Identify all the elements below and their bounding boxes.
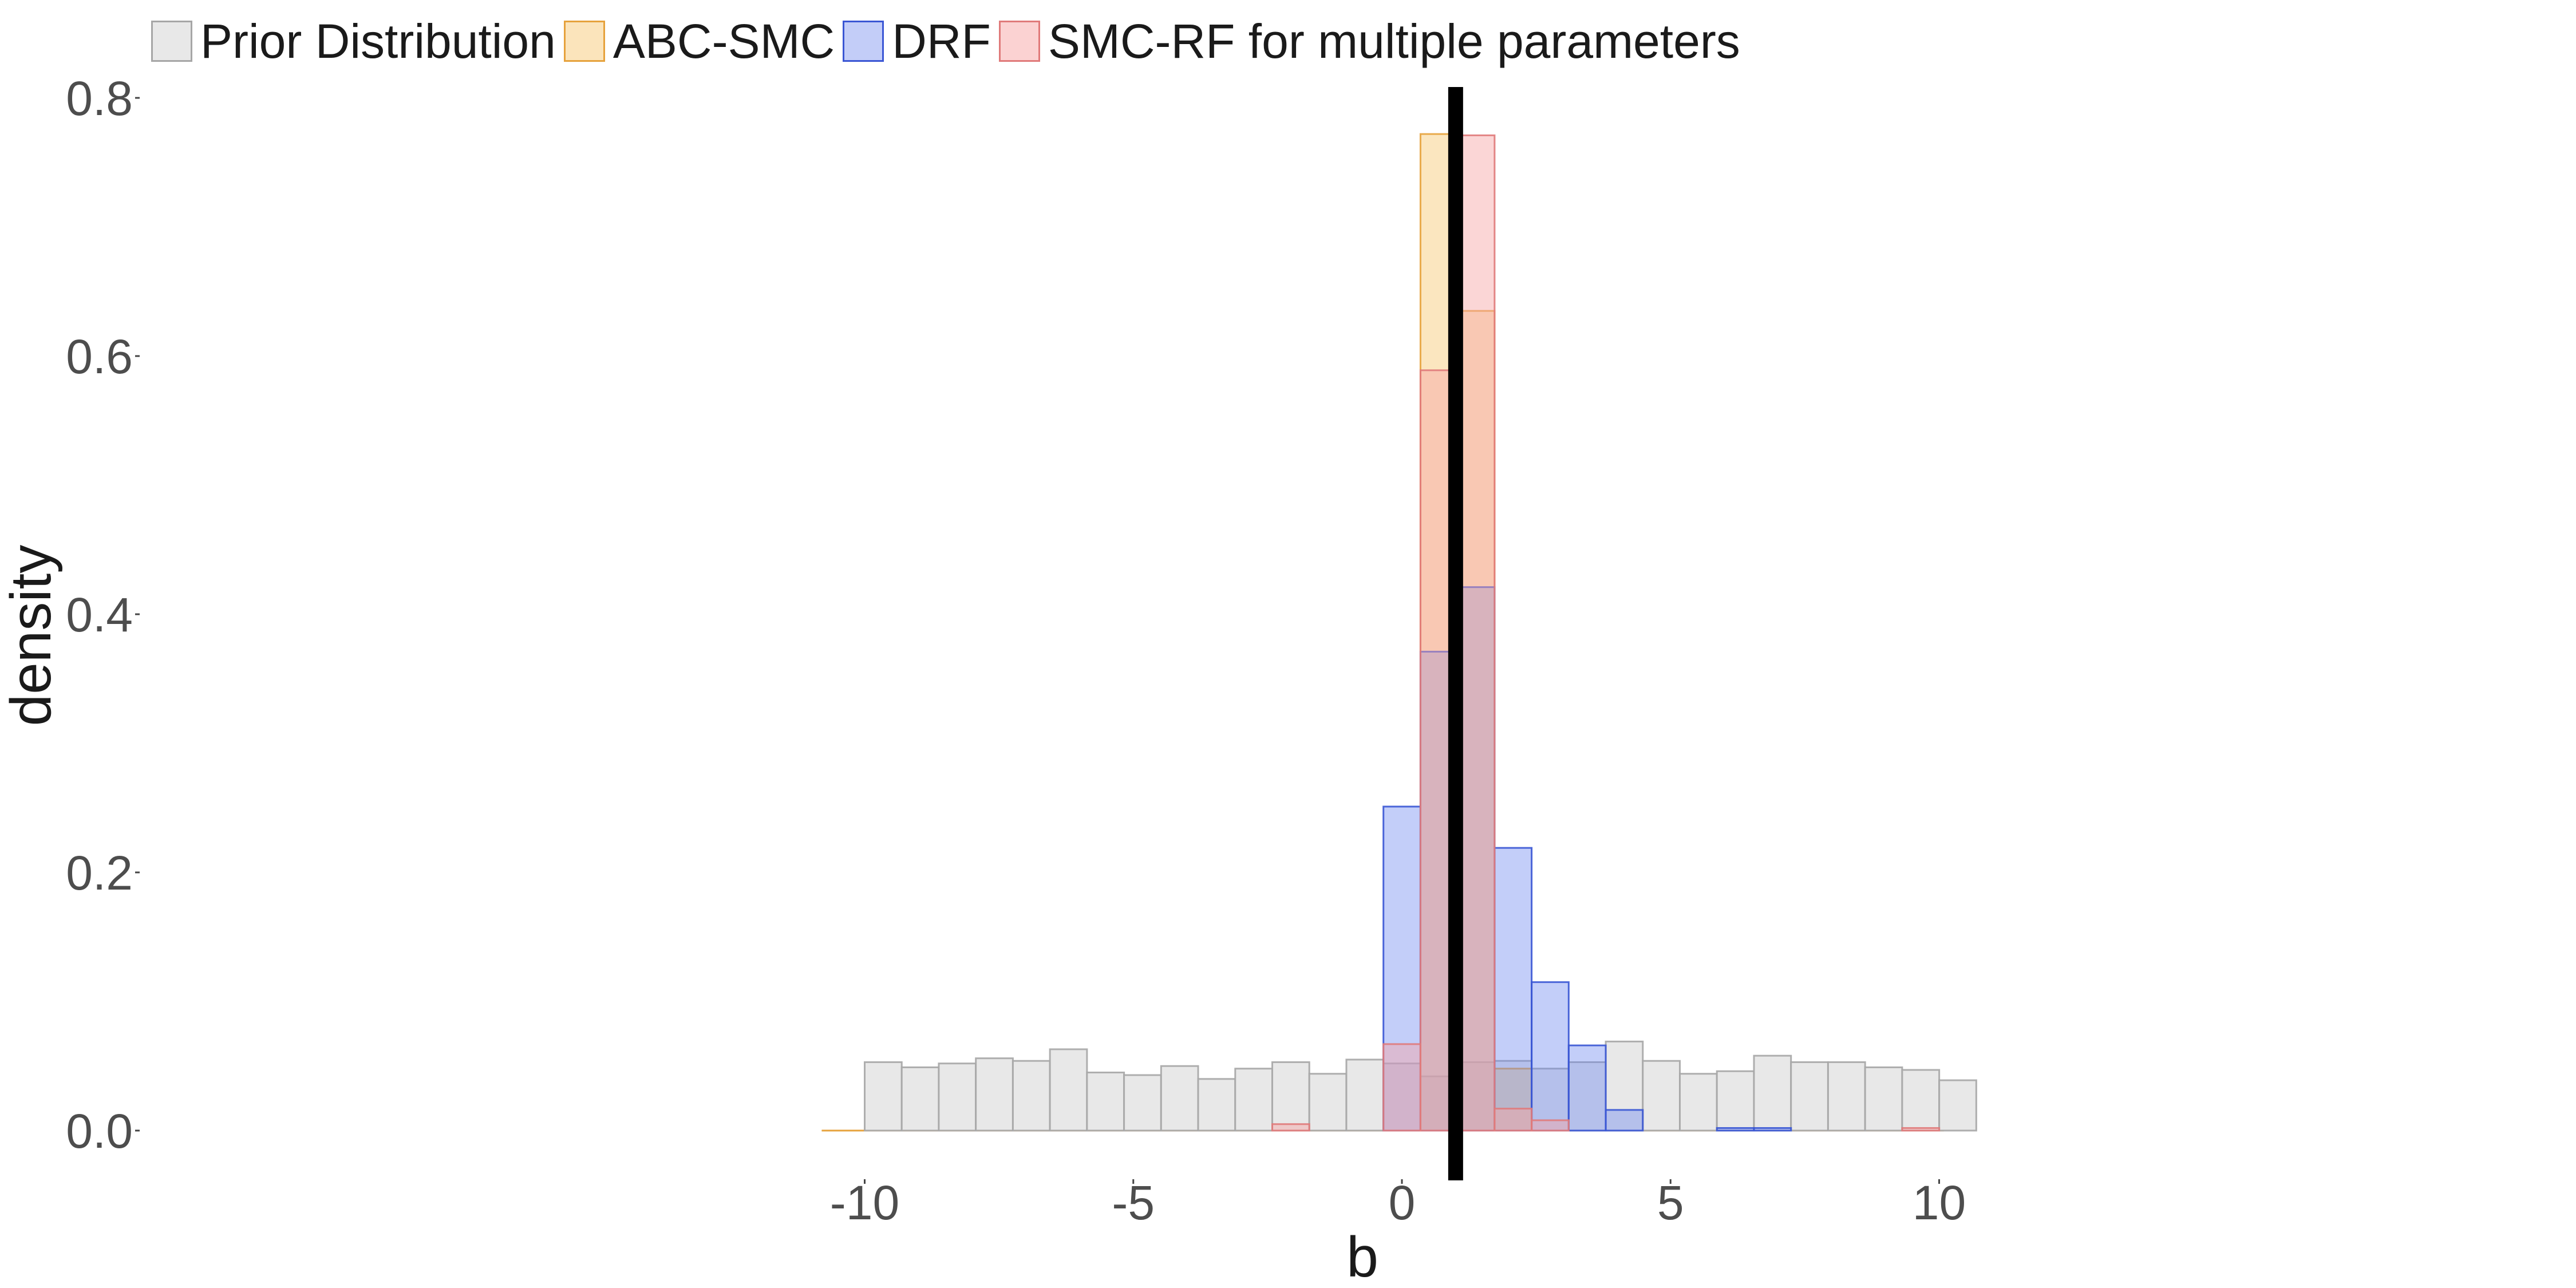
- histogram-bar: [1605, 1109, 1644, 1132]
- chart-legend: Prior Distribution ABC-SMC DRF SMC-RF fo…: [151, 14, 1748, 69]
- x-tick-label: 5: [1657, 1176, 1684, 1230]
- histogram-bar: [1382, 805, 1421, 1132]
- histogram-bar: [1049, 1048, 1088, 1132]
- x-axis: -10 -5 0 5 10: [830, 1176, 1966, 1230]
- y-tick-label: 0.4: [66, 588, 133, 642]
- histogram-bar: [1308, 1073, 1348, 1132]
- y-tick-label: 0.6: [66, 330, 133, 384]
- legend-label-abc-smc: ABC-SMC: [613, 14, 835, 68]
- histogram-bar: [1938, 1079, 1977, 1132]
- y-axis-label: density: [0, 545, 63, 726]
- y-tick-label: 0.2: [66, 846, 133, 900]
- histogram-bar: [1716, 1070, 1755, 1132]
- histogram-bar: [1494, 1108, 1533, 1132]
- x-axis-label: b: [1346, 1225, 1378, 1288]
- histogram-bar: [1123, 1074, 1162, 1132]
- y-axis: 0.0 0.2 0.4 0.6 0.8: [66, 72, 140, 1158]
- legend-key-prior: [151, 21, 192, 62]
- histogram-bar: [1753, 1054, 1792, 1132]
- series-drf: [1382, 586, 1792, 1132]
- histogram-bars: [821, 133, 1977, 1132]
- histogram-bar: [1827, 1061, 1866, 1132]
- histogram-bar: [1086, 1072, 1125, 1132]
- histogram-bar: [1531, 1119, 1570, 1132]
- histogram-bar: [1012, 1060, 1051, 1132]
- histogram-bar: [900, 1066, 940, 1132]
- series-smc-rf-for-multiple-parameters: [1271, 134, 1941, 1132]
- histogram-bar: [1901, 1069, 1941, 1132]
- histogram-bar: [1790, 1061, 1829, 1132]
- histogram-bar: [1234, 1068, 1274, 1132]
- series-prior-distribution: [864, 1040, 1977, 1132]
- x-tick-label: 0: [1389, 1176, 1416, 1230]
- histogram-bar: [1345, 1058, 1385, 1132]
- legend-label-prior: Prior Distribution: [200, 14, 556, 68]
- y-tick-label: 0.0: [66, 1104, 133, 1158]
- histogram-bar: [1567, 1044, 1607, 1132]
- histogram-bar: [1197, 1078, 1236, 1132]
- histogram-bar: [1901, 1127, 1941, 1132]
- histogram-bar: [1271, 1061, 1310, 1132]
- histogram-bar: [1716, 1127, 1755, 1132]
- histogram-bar: [975, 1057, 1014, 1132]
- histogram-bar: [1456, 134, 1496, 1132]
- legend-key-abc-smc: [563, 21, 605, 62]
- x-tick-label: 10: [1913, 1176, 1966, 1230]
- histogram-bar: [1271, 1123, 1310, 1132]
- legend-key-smc-rf: [998, 21, 1040, 62]
- histogram-bar: [1753, 1127, 1792, 1132]
- histogram-bar: [1864, 1066, 1903, 1132]
- x-tick-label: -5: [1112, 1176, 1155, 1230]
- legend-item-drf: DRF: [843, 14, 991, 69]
- legend-label-drf: DRF: [892, 14, 991, 68]
- histogram-bar: [1642, 1060, 1681, 1132]
- histogram-bar: [938, 1062, 977, 1132]
- histogram-bar: [1160, 1065, 1199, 1132]
- histogram-bar: [1382, 1043, 1421, 1132]
- y-tick-label: 0.8: [66, 72, 133, 125]
- legend-item-prior: Prior Distribution: [151, 14, 556, 69]
- legend-key-drf: [843, 21, 884, 62]
- histogram-bar: [1679, 1073, 1718, 1132]
- legend-label-smc-rf: SMC-RF for multiple parameters: [1048, 14, 1740, 68]
- histogram-bar: [1456, 586, 1496, 1132]
- legend-item-smc-rf: SMC-RF for multiple parameters: [998, 14, 1740, 69]
- histogram-bar: [864, 1061, 903, 1132]
- x-tick-label: -10: [830, 1176, 899, 1230]
- legend-item-abc-smc: ABC-SMC: [563, 14, 835, 69]
- histogram-bar: [1494, 847, 1533, 1132]
- histogram-bar: [1531, 981, 1570, 1132]
